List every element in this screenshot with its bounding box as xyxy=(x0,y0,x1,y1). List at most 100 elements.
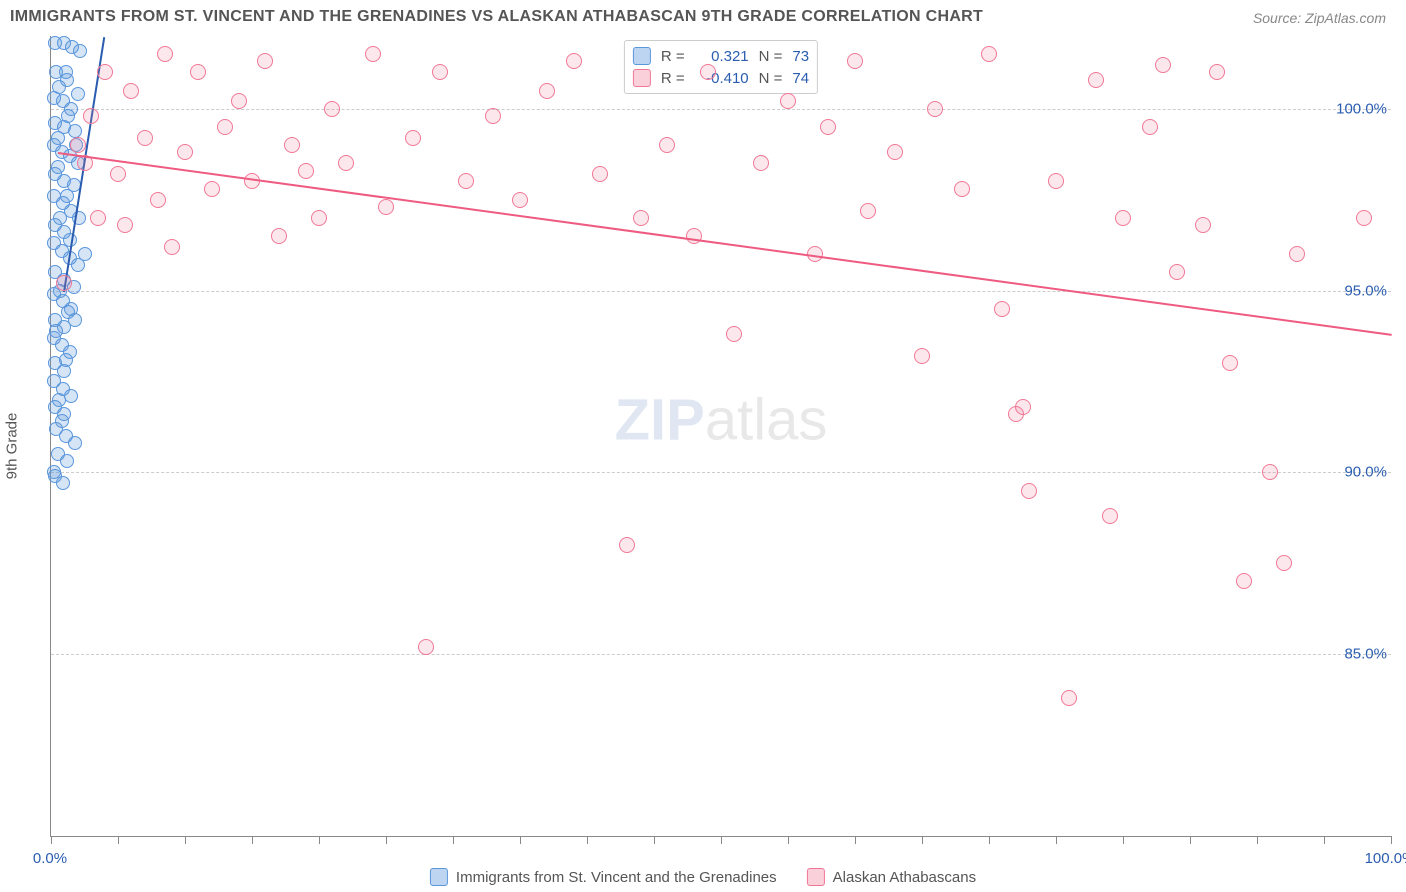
data-point-pink xyxy=(83,108,99,124)
scatter-plot-area: ZIPatlas R = 0.321 N = 73 R = -0.410 N =… xyxy=(50,36,1391,837)
data-point-pink xyxy=(365,46,381,62)
data-point-blue xyxy=(52,393,66,407)
data-point-pink xyxy=(1222,355,1238,371)
data-point-pink xyxy=(1262,464,1278,480)
data-point-pink xyxy=(887,144,903,160)
data-point-pink xyxy=(97,64,113,80)
data-point-pink xyxy=(137,130,153,146)
data-point-pink xyxy=(1155,57,1171,73)
x-tick xyxy=(252,836,253,844)
data-point-pink xyxy=(217,119,233,135)
x-tick xyxy=(1257,836,1258,844)
data-point-blue xyxy=(73,44,87,58)
data-point-pink xyxy=(1088,72,1104,88)
data-point-pink xyxy=(1195,217,1211,233)
data-point-pink xyxy=(190,64,206,80)
data-point-blue xyxy=(59,353,73,367)
watermark: ZIPatlas xyxy=(615,387,828,454)
data-point-pink xyxy=(1142,119,1158,135)
x-tick xyxy=(319,836,320,844)
x-tick xyxy=(386,836,387,844)
x-tick xyxy=(922,836,923,844)
data-point-pink xyxy=(512,192,528,208)
data-point-pink xyxy=(820,119,836,135)
series-legend: Immigrants from St. Vincent and the Gren… xyxy=(430,868,976,886)
data-point-pink xyxy=(1276,555,1292,571)
data-point-pink xyxy=(378,199,394,215)
gridline xyxy=(51,654,1391,655)
x-tick xyxy=(721,836,722,844)
swatch-pink-icon xyxy=(633,69,651,87)
data-point-blue xyxy=(61,305,75,319)
data-point-pink xyxy=(1115,210,1131,226)
data-point-pink xyxy=(566,53,582,69)
data-point-pink xyxy=(117,217,133,233)
data-point-pink xyxy=(324,101,340,117)
data-point-pink xyxy=(204,181,220,197)
data-point-pink xyxy=(432,64,448,80)
data-point-pink xyxy=(56,275,72,291)
data-point-pink xyxy=(271,228,287,244)
data-point-pink xyxy=(780,93,796,109)
data-point-pink xyxy=(150,192,166,208)
data-point-pink xyxy=(981,46,997,62)
data-point-pink xyxy=(1015,399,1031,415)
data-point-pink xyxy=(123,83,139,99)
data-point-pink xyxy=(177,144,193,160)
data-point-pink xyxy=(539,83,555,99)
data-point-blue xyxy=(78,247,92,261)
x-tick xyxy=(520,836,521,844)
data-point-blue xyxy=(60,189,74,203)
x-tick xyxy=(1056,836,1057,844)
data-point-pink xyxy=(110,166,126,182)
data-point-pink xyxy=(311,210,327,226)
x-tick-label: 0.0% xyxy=(33,850,67,867)
data-point-pink xyxy=(1209,64,1225,80)
data-point-pink xyxy=(244,173,260,189)
x-tick xyxy=(788,836,789,844)
x-tick xyxy=(185,836,186,844)
source-credit: Source: ZipAtlas.com xyxy=(1253,10,1386,26)
data-point-pink xyxy=(405,130,421,146)
x-tick xyxy=(1324,836,1325,844)
data-point-blue xyxy=(64,389,78,403)
legend-label: Immigrants from St. Vincent and the Gren… xyxy=(456,869,777,886)
gridline xyxy=(51,109,1391,110)
x-tick xyxy=(1190,836,1191,844)
data-point-pink xyxy=(1048,173,1064,189)
data-point-pink xyxy=(284,137,300,153)
x-tick xyxy=(855,836,856,844)
x-tick xyxy=(1391,836,1392,844)
x-tick xyxy=(453,836,454,844)
data-point-blue xyxy=(51,160,65,174)
x-tick xyxy=(654,836,655,844)
x-tick xyxy=(989,836,990,844)
data-point-blue xyxy=(60,454,74,468)
data-point-pink xyxy=(458,173,474,189)
data-point-pink xyxy=(914,348,930,364)
data-point-pink xyxy=(726,326,742,342)
data-point-pink xyxy=(70,137,86,153)
y-tick-label: 90.0% xyxy=(1344,464,1387,481)
data-point-pink xyxy=(157,46,173,62)
data-point-pink xyxy=(847,53,863,69)
data-point-pink xyxy=(298,163,314,179)
y-tick-label: 95.0% xyxy=(1344,282,1387,299)
data-point-pink xyxy=(418,639,434,655)
swatch-blue-icon xyxy=(633,47,651,65)
swatch-blue-icon xyxy=(430,868,448,886)
data-point-pink xyxy=(633,210,649,226)
data-point-pink xyxy=(927,101,943,117)
x-tick xyxy=(587,836,588,844)
correlation-stats-legend: R = 0.321 N = 73 R = -0.410 N = 74 xyxy=(624,40,818,94)
y-tick-label: 100.0% xyxy=(1336,100,1387,117)
data-point-pink xyxy=(860,203,876,219)
data-point-pink xyxy=(1289,246,1305,262)
data-point-pink xyxy=(954,181,970,197)
data-point-pink xyxy=(164,239,180,255)
y-axis-title: 9th Grade xyxy=(4,413,21,480)
data-point-pink xyxy=(1236,573,1252,589)
data-point-blue xyxy=(49,324,63,338)
swatch-pink-icon xyxy=(807,868,825,886)
data-point-blue xyxy=(68,124,82,138)
